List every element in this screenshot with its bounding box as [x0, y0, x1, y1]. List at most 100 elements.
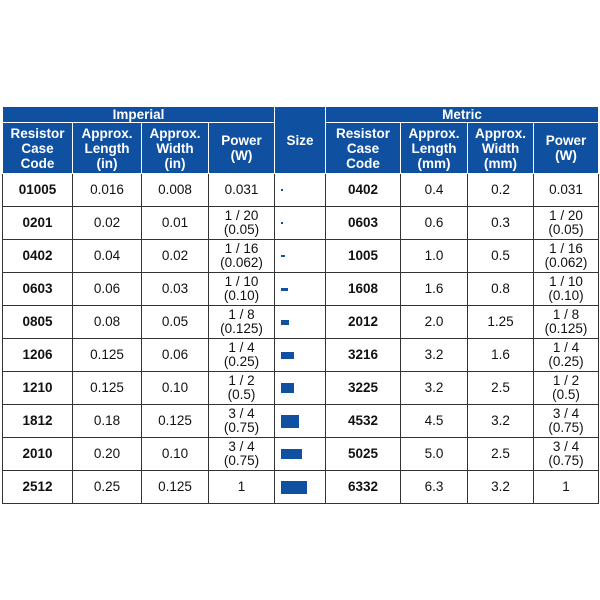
- power-line: (0.25): [548, 354, 584, 369]
- header-line: Resistor: [336, 125, 391, 141]
- size-cell: [274, 239, 327, 273]
- power-line: 1 / 8: [552, 307, 580, 322]
- header-line: Code: [20, 155, 55, 171]
- power-line: 1 / 10: [549, 274, 583, 289]
- metric-power: 1 / 2 (0.5): [533, 371, 600, 405]
- header-line: (W): [230, 148, 253, 163]
- table-row: 1812 0.18 0.125 3 / 4 (0.75) 4532 4.5 3.2 3 / 4(…: [2, 404, 600, 438]
- header-line: Resistor: [10, 125, 65, 141]
- metric-power: 0.031: [533, 173, 600, 207]
- metric-case-code: 0402: [325, 173, 402, 207]
- imperial-width: 0.10: [141, 437, 209, 471]
- metric-length: 5.0: [400, 437, 469, 471]
- power-line: (0.062): [544, 255, 588, 270]
- metric-width: 0.5: [467, 239, 535, 273]
- metric-length: 3.2: [400, 338, 469, 372]
- size-rectangle: [281, 351, 295, 359]
- size-cell: [274, 305, 327, 339]
- metric-power: 1 / 10 (0.10): [533, 272, 600, 306]
- table-row: 01005 0.016 0.008 0.031 0402 0.4 0.2 0.031: [2, 173, 600, 207]
- imperial-power: 1 / 20 (0.05): [207, 206, 276, 240]
- metric-case-code: 5025: [325, 437, 402, 471]
- metric-power: 1 / 4 (0.25): [533, 338, 600, 372]
- metric-case-code: 3216: [325, 338, 402, 372]
- metric-case-code: 3225: [325, 371, 402, 405]
- metric-width: 3.2: [467, 470, 535, 504]
- power-line: (0.125): [544, 321, 588, 336]
- size-rectangle: [281, 287, 289, 291]
- size-cell: [274, 437, 327, 471]
- size-rectangle: [281, 449, 303, 460]
- imperial-header: Imperial: [1, 106, 276, 123]
- metric-case-code: 1608: [325, 272, 402, 306]
- header-line: (mm): [484, 155, 518, 171]
- metric-length: 0.4: [400, 173, 469, 207]
- metric-length: 1.6: [400, 272, 469, 306]
- power-line: 1 / 10: [224, 274, 259, 289]
- header-line: Approx.: [81, 125, 133, 141]
- imperial-length: 0.18: [72, 404, 142, 438]
- imperial-length: 0.125: [72, 338, 142, 372]
- metric-width: 3.2: [467, 404, 535, 438]
- header-line: (mm): [417, 155, 451, 171]
- power-line: 1: [237, 479, 246, 494]
- table-row: 1210 0.125 0.10 1 / 2 (0.5) 3225 3.2 2.5 1 / 2 (0…: [2, 371, 600, 405]
- power-line: 1 / 20: [224, 208, 259, 223]
- table-row: 0805 0.08 0.05 1 / 8 (0.125) 2012 2.0 1.25 1 / 8…: [2, 305, 600, 339]
- header-line: Width: [156, 140, 194, 156]
- metric-case-code: 0603: [325, 206, 402, 240]
- metric-width: 2.5: [467, 371, 535, 405]
- imperial-length: 0.016: [72, 173, 142, 207]
- header-line: Width: [481, 140, 520, 156]
- size-cell: [274, 371, 327, 405]
- imperial-power: 1 / 2 (0.5): [207, 371, 276, 405]
- table-row: 1206 0.125 0.06 1 / 4 (0.25) 3216 3.2 1.6 1 / 4(…: [2, 338, 600, 372]
- power-line: (0.5): [552, 387, 580, 402]
- header-line: (in): [164, 155, 186, 171]
- metric-power: 1 / 8 (0.125): [533, 305, 600, 339]
- size-rectangle: [281, 189, 284, 192]
- header-line: Approx.: [149, 125, 201, 141]
- imperial-case-code: 0805: [2, 305, 73, 339]
- metric-width: 0.8: [467, 272, 535, 306]
- power-line: 1 / 20: [549, 208, 583, 223]
- table-row: 0603 0.06 0.03 1 / 10 (0.10) 1608 1.6 0.8 1 / 10…: [2, 272, 600, 306]
- imperial-column-header: Approx. Width (in): [141, 122, 209, 174]
- power-line: 3 / 4: [552, 439, 580, 454]
- imperial-width: 0.10: [141, 371, 209, 405]
- size-cell: [274, 272, 327, 306]
- imperial-width: 0.125: [141, 404, 209, 438]
- imperial-length: 0.125: [72, 371, 142, 405]
- power-line: 1 / 2: [552, 373, 580, 388]
- power-line: 3 / 4: [228, 439, 255, 454]
- imperial-power: 1 / 10 (0.10): [207, 272, 276, 306]
- metric-power: 3 / 4 (0.75): [533, 404, 600, 438]
- metric-power: 1 / 16 (0.062): [533, 239, 600, 273]
- power-line: (0.05): [548, 222, 584, 237]
- metric-header: Metric: [325, 106, 600, 123]
- metric-column-header: Power (W): [533, 122, 600, 174]
- size-rectangle: [281, 383, 295, 394]
- imperial-power: 1 / 4 (0.25): [207, 338, 276, 372]
- metric-length: 1.0: [400, 239, 469, 273]
- size-rectangle: [281, 414, 300, 428]
- imperial-power: 3 / 4 (0.75): [207, 404, 276, 438]
- power-line: (0.75): [548, 453, 584, 468]
- header-line: (in): [96, 155, 118, 171]
- header-line: (W): [555, 148, 577, 163]
- table-row: 2512 0.25 0.125 1 6332 6.3 3.2 1: [2, 470, 600, 504]
- imperial-length: 0.06: [72, 272, 142, 306]
- imperial-length: 0.04: [72, 239, 142, 273]
- imperial-case-code: 2010: [2, 437, 73, 471]
- power-line: 0.031: [549, 182, 583, 197]
- imperial-case-code: 1812: [2, 404, 73, 438]
- size-rectangle: [281, 480, 308, 494]
- power-line: (0.25): [223, 354, 260, 369]
- header-line: Length: [84, 140, 130, 156]
- power-line: (0.75): [548, 420, 584, 435]
- header-line: Power: [545, 133, 587, 148]
- metric-power: 1: [533, 470, 600, 504]
- header-line: Case: [21, 140, 54, 156]
- metric-width: 1.6: [467, 338, 535, 372]
- imperial-width: 0.05: [141, 305, 209, 339]
